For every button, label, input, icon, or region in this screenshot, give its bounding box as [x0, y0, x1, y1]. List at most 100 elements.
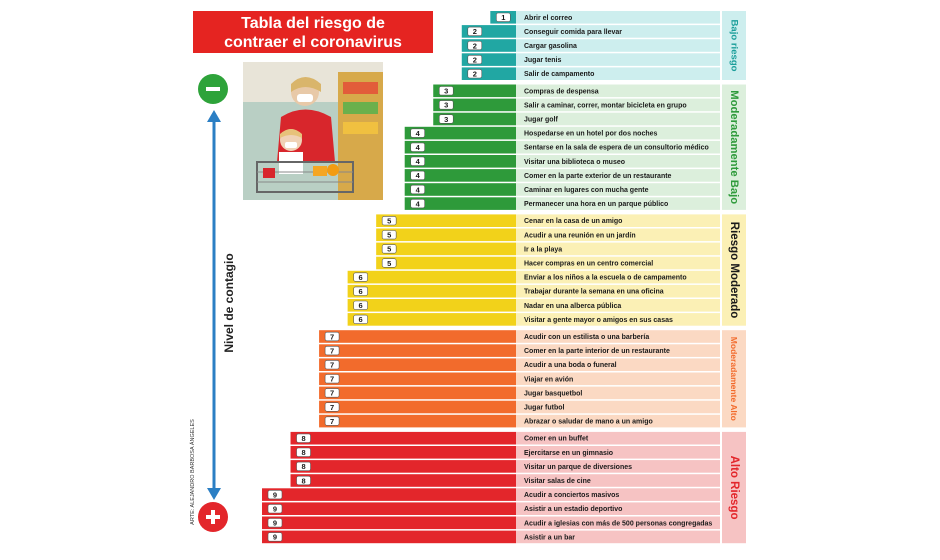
- risk-bar: [347, 270, 516, 284]
- level-value: 5: [387, 259, 391, 268]
- level-badge: [296, 447, 311, 457]
- shopping-photo-illustration: [243, 62, 383, 200]
- activity-label-background: [516, 228, 720, 242]
- activity-label: Ir a la playa: [524, 246, 562, 253]
- risk-bar: [347, 284, 516, 298]
- risk-bar: [433, 112, 516, 126]
- activity-label-background: [516, 242, 720, 256]
- activity-label: Asistir a un bar: [524, 534, 575, 541]
- activity-label-background: [516, 400, 720, 414]
- level-value: 6: [359, 301, 363, 310]
- activity-label: Acudir a una reunión en un jardín: [524, 232, 636, 239]
- risk-bar: [319, 400, 516, 414]
- activity-label: Permanecer una hora en un parque público: [524, 201, 668, 208]
- activity-label: Ejercitarse en un gimnasio: [524, 450, 613, 457]
- activity-label: Nadar en una alberca pública: [524, 303, 621, 310]
- chart-title-line-2: contraer el coronavirus: [224, 34, 402, 51]
- activity-label-background: [516, 358, 720, 371]
- level-badge: [296, 461, 311, 472]
- activity-label-background: [516, 197, 720, 210]
- level-badge: [324, 374, 340, 384]
- activity-label: Acudir con un estilista o una barbería: [524, 334, 649, 341]
- level-value: 6: [359, 315, 363, 324]
- activity-label-background: [516, 330, 720, 343]
- activity-label-background: [516, 155, 720, 168]
- level-badge: [324, 360, 340, 370]
- level-value: 4: [416, 171, 421, 180]
- level-value: 4: [416, 129, 421, 138]
- level-value: 9: [273, 519, 277, 528]
- activity-label: Comer en la parte interior de un restaur…: [524, 348, 670, 355]
- activity-label: Acudir a conciertos masivos: [524, 492, 619, 499]
- activity-label: Asistir a un estadio deportivo: [524, 506, 622, 513]
- activity-label-background: [516, 25, 720, 38]
- level-badge: [438, 86, 454, 96]
- level-badge: [353, 286, 368, 296]
- level-value: 2: [473, 70, 477, 79]
- level-badge: [438, 114, 454, 124]
- level-value: 7: [330, 403, 334, 412]
- activity-label: Visitar un parque de diversiones: [524, 464, 632, 471]
- category-band: [722, 214, 746, 326]
- level-value: 5: [387, 245, 391, 254]
- risk-bar: [319, 386, 516, 400]
- level-value: 5: [387, 217, 391, 226]
- level-value: 8: [301, 476, 305, 485]
- activity-label: Jugar futbol: [524, 405, 564, 412]
- risk-bar: [376, 228, 516, 242]
- activity-label-background: [516, 502, 720, 515]
- activity-label-background: [516, 98, 720, 112]
- activity-label: Abrazar o saludar de mano a un amigo: [524, 419, 653, 426]
- activity-label: Jugar golf: [524, 117, 559, 124]
- level-value: 4: [416, 185, 421, 194]
- risk-bar: [290, 431, 516, 445]
- level-value: 4: [416, 143, 421, 152]
- level-badge: [467, 26, 483, 37]
- risk-bar: [433, 98, 516, 112]
- risk-bar: [262, 502, 516, 515]
- activity-label: Acudir a iglesias con más de 500 persona…: [524, 520, 712, 527]
- level-badge: [381, 216, 397, 226]
- activity-label-background: [516, 214, 720, 227]
- level-badge: [381, 258, 397, 268]
- activity-label-background: [516, 530, 720, 544]
- level-badge: [324, 388, 340, 398]
- activity-label: Comer en la parte exterior de un restaur…: [524, 173, 672, 180]
- activity-label-background: [516, 474, 720, 487]
- level-badge: [353, 314, 368, 325]
- level-badge: [467, 69, 483, 79]
- category-band: [722, 431, 746, 544]
- level-badge: [324, 416, 340, 426]
- activity-label-background: [516, 256, 720, 270]
- level-value: 3: [444, 115, 448, 124]
- level-badge: [410, 170, 425, 181]
- activity-label: Visitar una biblioteca o museo: [524, 159, 625, 166]
- activity-label-background: [516, 299, 720, 312]
- activity-label-background: [516, 270, 720, 284]
- category-label: Alto Riesgo: [728, 456, 740, 520]
- activity-label-background: [516, 488, 720, 501]
- shopping-photo: [243, 62, 383, 200]
- level-value: 7: [330, 375, 334, 384]
- category-label: Riesgo Moderado: [728, 222, 740, 318]
- level-badge: [267, 518, 283, 528]
- level-value: 6: [359, 287, 363, 296]
- chart-title-line-1: Tabla del riesgo de: [241, 15, 385, 32]
- activity-label-background: [516, 313, 720, 326]
- activity-label-background: [516, 414, 720, 428]
- activity-label: Cargar gasolina: [524, 43, 577, 50]
- level-value: 7: [330, 389, 334, 398]
- risk-bar: [319, 372, 516, 386]
- activity-label-background: [516, 126, 720, 140]
- level-value: 3: [444, 101, 448, 110]
- risk-bar: [404, 126, 516, 140]
- category-label: Moderadamente Alto: [729, 337, 739, 421]
- risk-bar: [404, 155, 516, 168]
- risk-bar: [404, 183, 516, 196]
- activity-label: Abrir el correo: [524, 15, 572, 22]
- activity-label-background: [516, 112, 720, 126]
- level-value: 8: [301, 462, 305, 471]
- level-value: 3: [444, 87, 448, 96]
- activity-label: Hospedarse en un hotel por dos noches: [524, 131, 658, 138]
